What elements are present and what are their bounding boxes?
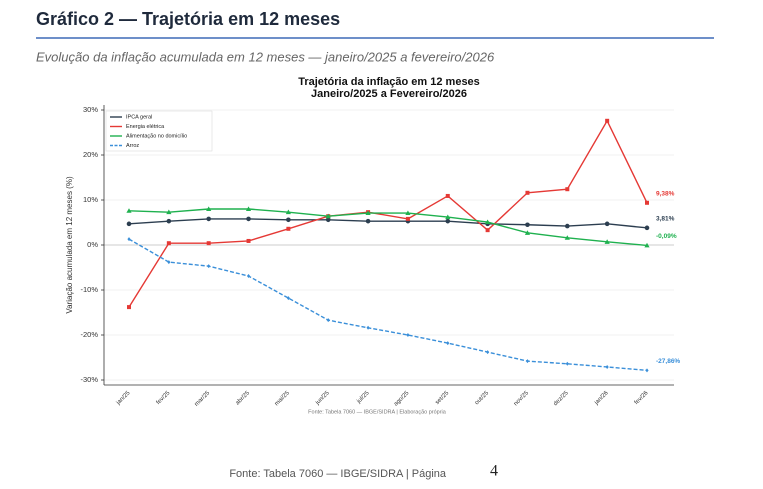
point bbox=[167, 260, 171, 265]
legend-label: IPCA geral bbox=[126, 114, 152, 120]
y-tick-label: 10% bbox=[83, 195, 98, 204]
point bbox=[126, 208, 132, 213]
legend-label: Energia elétrica bbox=[126, 124, 165, 130]
y-tick-label: 30% bbox=[83, 105, 98, 114]
point bbox=[645, 200, 649, 205]
x-tick-label: jun/25 bbox=[314, 390, 331, 407]
point bbox=[166, 218, 172, 224]
point bbox=[485, 228, 490, 233]
point bbox=[525, 359, 530, 364]
page-title: Gráfico 2 — Trajetória em 12 meses bbox=[36, 9, 340, 29]
y-tick-label: -20% bbox=[80, 330, 98, 339]
point bbox=[286, 226, 291, 231]
point bbox=[604, 221, 610, 227]
page-number: 4 bbox=[490, 463, 498, 480]
point bbox=[605, 118, 610, 123]
x-tick-label: abr/25 bbox=[235, 390, 252, 407]
point bbox=[127, 237, 131, 242]
y-axis-label: Variação acumulada em 12 meses (%) bbox=[65, 176, 74, 314]
point bbox=[565, 361, 569, 366]
y-tick-label: -30% bbox=[80, 375, 98, 384]
point bbox=[326, 318, 330, 323]
y-tick-label: -10% bbox=[80, 285, 98, 294]
point bbox=[245, 206, 252, 211]
y-tick-label: 20% bbox=[83, 150, 98, 159]
x-tick-label: dez/25 bbox=[553, 390, 570, 407]
point bbox=[246, 274, 251, 279]
x-tick-label: fev/25 bbox=[156, 390, 172, 406]
point bbox=[207, 264, 211, 269]
point bbox=[365, 210, 371, 216]
footer-text: Fonte: Tabela 7060 — IBGE/SIDRA | Página bbox=[229, 468, 447, 480]
point bbox=[565, 223, 570, 229]
point bbox=[524, 230, 531, 235]
chart-subtitle: Janeiro/2025 a Fevereiro/2026 bbox=[311, 88, 467, 100]
point bbox=[286, 296, 290, 301]
series-line bbox=[128, 119, 648, 308]
legend-box bbox=[105, 110, 213, 152]
point bbox=[406, 333, 410, 337]
point bbox=[564, 235, 570, 240]
point bbox=[325, 217, 331, 223]
point bbox=[206, 241, 211, 246]
point bbox=[445, 214, 451, 220]
point bbox=[206, 206, 212, 211]
point bbox=[166, 241, 171, 246]
point bbox=[365, 218, 371, 224]
x-tick-label: mai/25 bbox=[274, 390, 291, 407]
x-tick-label: jan/26 bbox=[593, 390, 610, 407]
point bbox=[166, 209, 172, 215]
point bbox=[644, 225, 650, 231]
point bbox=[446, 341, 450, 346]
chart-source: Fonte: Tabela 7060 — IBGE/SIDRA | Elabor… bbox=[308, 409, 447, 415]
point bbox=[246, 238, 251, 243]
page-subtitle: Evolução da inflação acumulada em 12 mes… bbox=[36, 49, 495, 64]
point bbox=[405, 216, 410, 221]
point bbox=[285, 209, 291, 215]
point bbox=[605, 364, 609, 369]
point bbox=[565, 187, 570, 192]
point bbox=[645, 368, 649, 373]
value-label: -0,09% bbox=[656, 233, 677, 240]
chart-title: Trajetória da inflação em 12 meses bbox=[298, 76, 480, 88]
point bbox=[445, 218, 451, 224]
x-tick-label: fev/26 bbox=[634, 390, 650, 406]
point bbox=[127, 305, 131, 310]
x-tick-label: mar/25 bbox=[194, 390, 212, 408]
point bbox=[246, 216, 251, 222]
point bbox=[366, 325, 370, 330]
point bbox=[445, 193, 450, 198]
legend-label: Arroz bbox=[126, 143, 139, 149]
value-label: 3,81% bbox=[656, 216, 675, 223]
point bbox=[286, 217, 291, 223]
x-tick-label: jan/25 bbox=[115, 390, 132, 407]
x-tick-label: nov/25 bbox=[513, 390, 530, 407]
x-tick-label: ago/25 bbox=[393, 390, 411, 408]
y-tick-label: 0% bbox=[87, 240, 98, 249]
point bbox=[525, 190, 530, 195]
series-line bbox=[128, 218, 648, 229]
x-tick-label: set/25 bbox=[434, 390, 450, 406]
value-label: 9,38% bbox=[656, 191, 675, 198]
point bbox=[405, 210, 411, 216]
x-tick-label: jul/25 bbox=[356, 390, 372, 406]
point bbox=[604, 239, 610, 244]
series-line bbox=[128, 208, 648, 247]
point bbox=[644, 242, 650, 248]
x-tick-label: out/25 bbox=[474, 390, 491, 407]
legend-label: Alimentação no domicílio bbox=[126, 133, 187, 139]
series-line bbox=[128, 238, 648, 372]
point bbox=[126, 221, 132, 227]
point bbox=[486, 350, 490, 355]
point bbox=[525, 222, 530, 228]
value-label: -27,86% bbox=[656, 358, 680, 365]
point bbox=[325, 213, 331, 219]
point bbox=[206, 216, 211, 222]
point bbox=[485, 219, 491, 225]
